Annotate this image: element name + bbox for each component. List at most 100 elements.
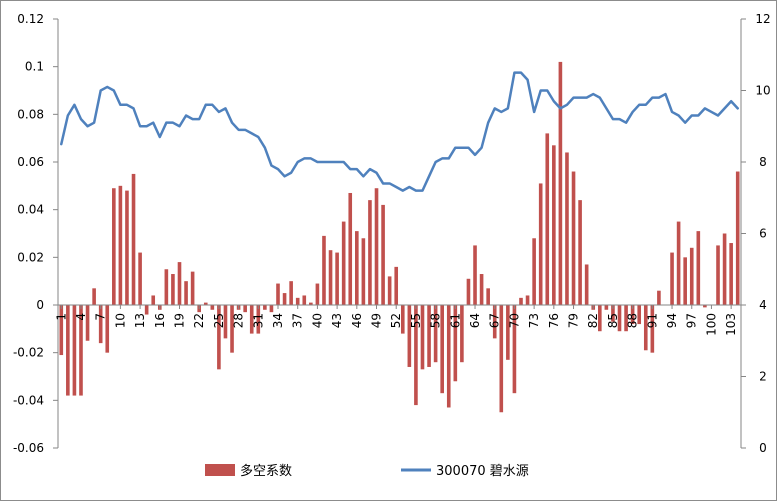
bar [230, 305, 234, 353]
x-tick-label: 19 [172, 313, 186, 328]
bar [118, 185, 123, 305]
x-tick-label: 55 [409, 313, 423, 328]
bar [335, 252, 339, 305]
bar [322, 235, 326, 305]
bar [446, 305, 451, 408]
x-tick-label: 1 [54, 313, 68, 321]
legend-swatch-bar [205, 464, 235, 476]
x-tick-label: 70 [507, 313, 521, 328]
x-tick-label: 46 [350, 313, 364, 328]
bar [525, 295, 530, 305]
left-tick-label: 0.08 [17, 107, 44, 121]
bar [400, 305, 405, 334]
bar [92, 288, 96, 305]
x-tick-label: 4 [74, 313, 88, 321]
x-tick-label: 88 [626, 313, 640, 328]
right-tick-label: 0 [759, 441, 767, 455]
x-tick-label: 28 [232, 313, 246, 328]
bar [479, 274, 484, 305]
x-tick-label: 94 [665, 313, 679, 328]
bar [427, 305, 431, 367]
bar [164, 269, 169, 305]
bar [689, 247, 694, 305]
axes-group: 0.12 0.1 0.08 0.06 0.04 0.02 0 -0.02 -0.04 -0.06 1… [13, 12, 771, 455]
bar [519, 297, 523, 305]
bar [59, 305, 64, 356]
bar [545, 133, 550, 305]
left-tick-label: 0.1 [25, 60, 44, 74]
x-tick-label: 52 [389, 313, 403, 328]
x-tick-label: 73 [527, 313, 541, 328]
bar [643, 305, 648, 351]
x-tick-label: 22 [192, 313, 206, 328]
bar [433, 305, 438, 363]
right-tick-label: 4 [759, 298, 767, 312]
bar [716, 245, 720, 305]
bar [584, 264, 589, 305]
left-tick-label: -0.02 [13, 346, 44, 360]
line-series [60, 71, 739, 192]
bar [131, 173, 136, 305]
x-tick-label: 64 [468, 313, 482, 328]
bar [473, 245, 477, 305]
bar [552, 145, 556, 305]
bar [617, 305, 622, 332]
bar [650, 305, 655, 353]
bar [394, 266, 399, 305]
bar [282, 293, 287, 305]
bar [85, 305, 90, 341]
bar [210, 305, 215, 310]
bar [355, 231, 359, 305]
x-tick-label: 91 [645, 313, 659, 328]
bar [637, 305, 642, 325]
bar [676, 221, 681, 305]
left-tick-label: 0 [36, 298, 44, 312]
bar [729, 243, 733, 305]
bar [289, 281, 293, 305]
bar [492, 305, 497, 339]
bar [295, 297, 300, 305]
x-tick-label: 61 [448, 313, 462, 328]
bar [177, 262, 182, 305]
left-tick-label: -0.04 [13, 393, 44, 407]
bar [466, 278, 471, 305]
left-tick-label: 0.06 [17, 155, 44, 169]
bar [348, 192, 353, 305]
x-tick-label: 37 [291, 313, 305, 328]
bar [538, 183, 543, 305]
x-tick-label: 25 [212, 313, 226, 328]
bar [532, 238, 536, 305]
x-tick-label: 49 [370, 313, 384, 328]
bar [315, 283, 320, 305]
bar [361, 238, 366, 305]
right-tick-label: 8 [759, 155, 767, 169]
bar [125, 190, 129, 305]
bar [151, 295, 156, 305]
bar [499, 305, 504, 413]
x-tick-label: 97 [685, 313, 699, 328]
bar [341, 221, 346, 305]
bar [598, 305, 602, 332]
bar [604, 305, 609, 310]
legend: 多空系数 300070 碧水源 [205, 463, 529, 479]
bar [72, 305, 77, 396]
bar [565, 152, 569, 305]
left-tick-label: 0.02 [17, 250, 44, 264]
x-tick-label: 43 [330, 313, 344, 328]
bar [696, 231, 701, 305]
bar [368, 200, 372, 305]
right-tick-label: 12 [755, 12, 770, 26]
bar [374, 188, 379, 305]
x-tick-label: 34 [271, 313, 285, 328]
right-tick-label: 10 [755, 84, 770, 98]
bar [512, 305, 517, 394]
bar [217, 305, 221, 370]
bar [440, 305, 444, 394]
bar [387, 276, 392, 305]
bar [683, 257, 687, 305]
bar [578, 200, 582, 305]
left-tick-label: -0.06 [13, 441, 44, 455]
legend-label-line: 300070 碧水源 [436, 464, 529, 479]
bar [98, 305, 103, 344]
